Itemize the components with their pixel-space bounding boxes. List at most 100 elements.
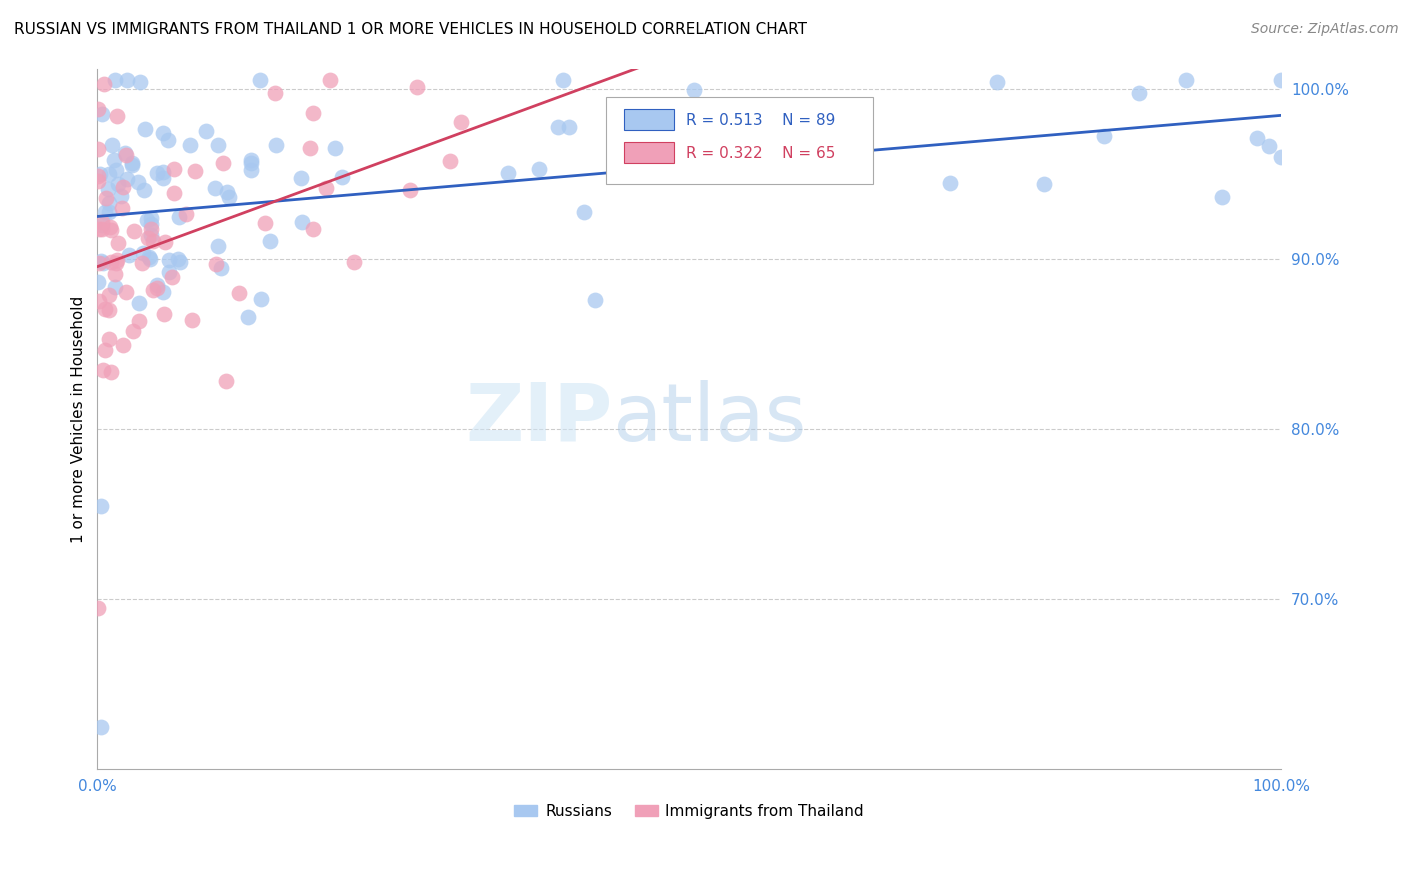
Point	[87, 142, 110, 156]
Point	[90, 720, 112, 734]
Point	[139, 211, 162, 226]
Point	[179, 138, 201, 153]
Point	[157, 264, 180, 278]
Point	[152, 126, 174, 140]
Point	[240, 153, 263, 167]
Point	[122, 224, 145, 238]
Point	[97, 196, 120, 211]
Point	[290, 170, 312, 185]
Point	[115, 172, 138, 186]
Point	[439, 153, 461, 168]
Point	[153, 307, 176, 321]
Point	[114, 148, 136, 162]
Point	[93, 363, 115, 377]
Point	[91, 256, 114, 270]
Point	[90, 499, 112, 513]
Point	[209, 260, 232, 275]
Point	[228, 286, 250, 301]
Point	[98, 332, 121, 346]
Point	[1092, 128, 1115, 143]
Point	[86, 169, 108, 183]
Point	[986, 75, 1008, 89]
Point	[98, 287, 121, 301]
Point	[138, 250, 160, 264]
Point	[105, 162, 128, 177]
Point	[406, 79, 429, 94]
Point	[122, 324, 145, 338]
Point	[152, 285, 174, 299]
Point	[114, 285, 136, 299]
Point	[207, 138, 229, 153]
Point	[169, 255, 191, 269]
Point	[174, 207, 197, 221]
Point	[212, 155, 235, 169]
Point	[264, 86, 287, 100]
Point	[330, 169, 353, 184]
Text: Source: ZipAtlas.com: Source: ZipAtlas.com	[1251, 22, 1399, 37]
Point	[127, 175, 149, 189]
Y-axis label: 1 or more Vehicles in Household: 1 or more Vehicles in Household	[72, 295, 86, 542]
Point	[1211, 190, 1233, 204]
Point	[131, 256, 153, 270]
Point	[1246, 131, 1268, 145]
Point	[134, 122, 156, 136]
Point	[399, 183, 422, 197]
Point	[87, 256, 110, 270]
Point	[184, 164, 207, 178]
Point	[207, 238, 229, 252]
Point	[1033, 178, 1056, 192]
Point	[141, 234, 163, 248]
Point	[132, 246, 155, 260]
Point	[195, 124, 218, 138]
Text: R = 0.513    N = 89: R = 0.513 N = 89	[686, 113, 835, 128]
Point	[215, 374, 238, 388]
Point	[167, 210, 190, 224]
Text: RUSSIAN VS IMMIGRANTS FROM THAILAND 1 OR MORE VEHICLES IN HOUSEHOLD CORRELATION : RUSSIAN VS IMMIGRANTS FROM THAILAND 1 OR…	[14, 22, 807, 37]
Point	[129, 75, 152, 89]
FancyBboxPatch shape	[606, 96, 873, 184]
Point	[1175, 73, 1198, 87]
Point	[249, 293, 271, 307]
Point	[683, 83, 706, 97]
Point	[89, 168, 111, 182]
Point	[118, 248, 141, 262]
Point	[136, 213, 159, 227]
Point	[215, 186, 238, 200]
Point	[152, 170, 174, 185]
Point	[98, 167, 121, 181]
Point	[157, 252, 180, 267]
Point	[87, 600, 110, 615]
Point	[1270, 73, 1292, 87]
Point	[1258, 139, 1281, 153]
Point	[938, 177, 960, 191]
Point	[142, 283, 165, 297]
Point	[87, 102, 110, 116]
Point	[236, 310, 259, 324]
Point	[132, 184, 155, 198]
Point	[139, 222, 162, 236]
Point	[91, 221, 114, 235]
Point	[100, 365, 122, 379]
Point	[450, 114, 472, 128]
Point	[141, 228, 163, 243]
Point	[156, 133, 179, 147]
Point	[264, 137, 287, 152]
Point	[86, 174, 108, 188]
Point	[97, 302, 120, 317]
Point	[121, 158, 143, 172]
Point	[100, 255, 122, 269]
Point	[218, 190, 240, 204]
Point	[139, 252, 162, 266]
Point	[583, 293, 606, 307]
Point	[323, 141, 346, 155]
Point	[111, 180, 134, 194]
Point	[110, 189, 132, 203]
Point	[97, 205, 120, 219]
Point	[94, 191, 117, 205]
Point	[315, 181, 337, 195]
Point	[302, 222, 325, 236]
Point	[152, 164, 174, 178]
Text: atlas: atlas	[612, 380, 807, 458]
Point	[94, 205, 117, 219]
Point	[139, 217, 162, 231]
